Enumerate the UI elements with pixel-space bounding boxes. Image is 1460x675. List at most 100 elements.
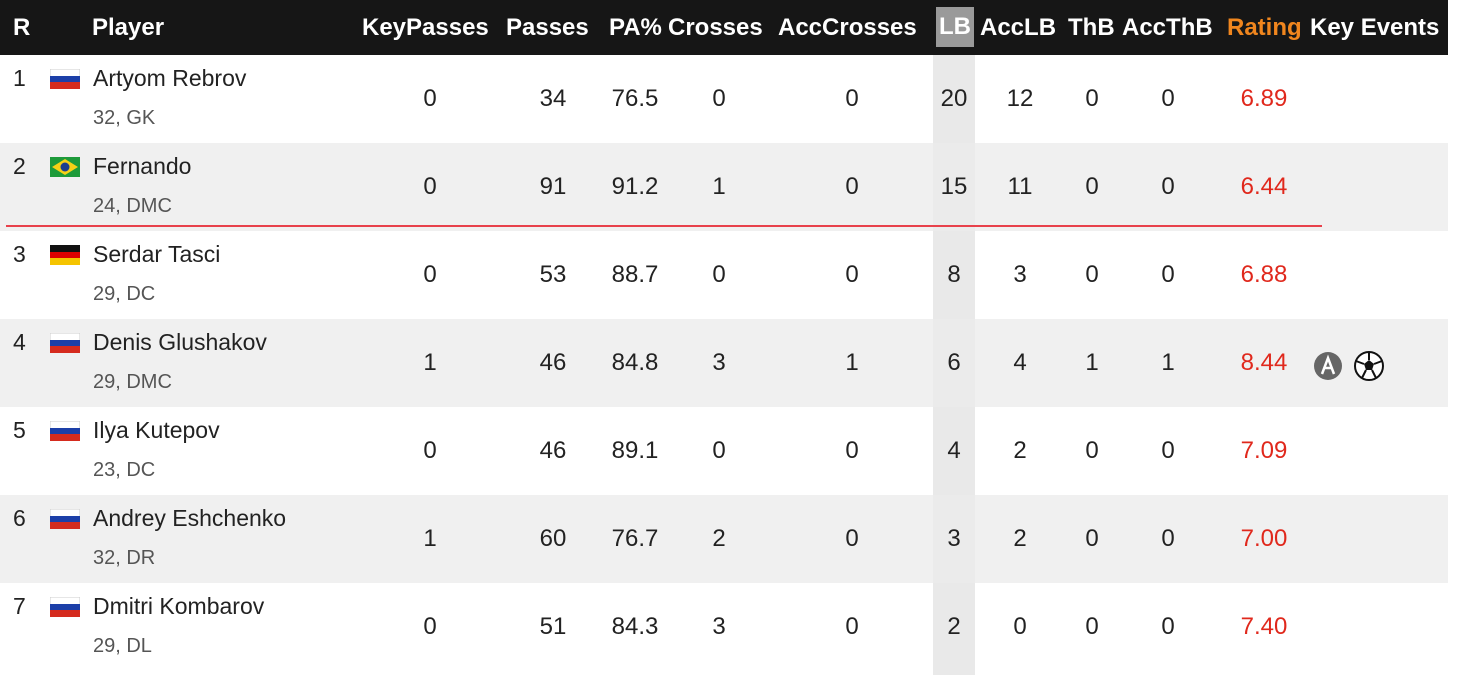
stat-value: 0 (1085, 525, 1099, 552)
rating: 6.44 (1240, 173, 1288, 200)
column-header: Crosses (668, 14, 763, 41)
column-header: Rating (1227, 14, 1302, 41)
table-row: 1 Artyom Rebrov 32, GK 0 34 76.5 0 0 20 12 0 0 6.89 (0, 55, 1448, 143)
stat-value: 0 (845, 613, 859, 640)
stat-value: 91.2 (611, 173, 659, 200)
stat-value: 0 (845, 261, 859, 288)
stat-value: 0 (845, 437, 859, 464)
stat-value: 0 (712, 85, 726, 112)
assist-icon (1314, 352, 1342, 380)
player-name: Artyom Rebrov (93, 65, 247, 91)
stat-value: 76.5 (611, 85, 659, 112)
stat-value: 0 (845, 525, 859, 552)
stat-value: 3 (712, 613, 726, 640)
stat-value: 0 (1085, 173, 1099, 200)
player-name: Dmitri Kombarov (93, 593, 265, 619)
rating: 6.88 (1240, 261, 1288, 288)
column-header: Player (92, 14, 165, 41)
stat-value: 2 (1013, 525, 1027, 552)
rating: 7.00 (1240, 525, 1288, 552)
stat-value: 1 (423, 349, 437, 376)
stat-value: 3 (947, 525, 961, 552)
stat-value: 0 (1085, 85, 1099, 112)
flag-icon (49, 596, 81, 618)
column-header: Key Events (1310, 14, 1440, 41)
column-header: Passes (506, 14, 589, 41)
rank: 2 (13, 153, 26, 179)
player-detail: 29, DL (93, 635, 152, 657)
player-name: Andrey Eshchenko (93, 505, 287, 531)
column-header: AccLB (980, 14, 1057, 41)
rank: 3 (13, 241, 26, 267)
stat-value: 1 (423, 525, 437, 552)
player-detail: 32, GK (93, 107, 156, 129)
stat-value: 46 (539, 349, 567, 376)
stat-value: 84.3 (611, 613, 659, 640)
column-header: R (13, 14, 31, 41)
stat-value: 0 (423, 613, 437, 640)
stat-value: 0 (423, 437, 437, 464)
table-row: 3 Serdar Tasci 29, DC 0 53 88.7 0 0 8 3 0 0 6.88 (0, 231, 1448, 319)
stat-value: 12 (1006, 85, 1034, 112)
stat-value: 2 (947, 613, 961, 640)
stat-value: 3 (712, 349, 726, 376)
rank: 6 (13, 505, 26, 531)
table-row: 4 Denis Glushakov 29, DMC 1 46 84.8 3 1 6 4 1 1 8.44 (0, 319, 1448, 407)
stat-value: 88.7 (611, 261, 659, 288)
stat-value: 0 (1085, 437, 1099, 464)
stat-value: 6 (947, 349, 961, 376)
table-row: 2 Fernando 24, DMC 0 91 91.2 1 0 15 11 0 0 6.44 (0, 143, 1448, 231)
stat-value: 0 (1013, 613, 1027, 640)
player-detail: 23, DC (93, 459, 156, 481)
player-name: Fernando (93, 153, 192, 179)
column-header: LB (936, 7, 974, 47)
stat-value: 2 (712, 525, 726, 552)
stat-value: 0 (845, 85, 859, 112)
key-event-icons (1314, 351, 1384, 381)
stat-value: 0 (1161, 437, 1175, 464)
stat-value: 89.1 (611, 437, 659, 464)
stat-value: 0 (1161, 613, 1175, 640)
rating: 7.40 (1240, 613, 1288, 640)
stat-value: 0 (712, 437, 726, 464)
stat-value: 84.8 (611, 349, 659, 376)
stat-value: 2 (1013, 437, 1027, 464)
player-detail: 29, DC (93, 283, 156, 305)
rank: 4 (13, 329, 26, 355)
stat-value: 91 (539, 173, 567, 200)
flag-icon (49, 420, 81, 442)
rank: 1 (13, 65, 26, 91)
flag-icon (50, 245, 80, 265)
stat-value: 20 (940, 85, 968, 112)
stat-value: 0 (1085, 613, 1099, 640)
stat-value: 46 (539, 437, 567, 464)
rating: 7.09 (1240, 437, 1288, 464)
flag-icon (50, 157, 80, 177)
flag-icon (49, 68, 81, 90)
column-header: KeyPasses (362, 14, 489, 41)
stat-value: 34 (539, 85, 567, 112)
stat-value: 0 (423, 85, 437, 112)
flag-icon (49, 508, 81, 530)
stat-value: 3 (1013, 261, 1027, 288)
player-detail: 24, DMC (93, 195, 172, 217)
stat-value: 76.7 (611, 525, 659, 552)
column-header: AccCrosses (778, 14, 917, 41)
player-name: Serdar Tasci (93, 241, 221, 267)
stat-value: 51 (539, 613, 567, 640)
rating: 8.44 (1240, 349, 1288, 376)
column-header: PA% (609, 14, 662, 41)
stat-value: 15 (940, 173, 968, 200)
rank: 7 (13, 593, 26, 619)
player-detail: 29, DMC (93, 371, 172, 393)
stat-value: 4 (947, 437, 961, 464)
table-header: R Player KeyPasses Passes PA% Crosses AccCross… (0, 0, 1448, 55)
player-name: Ilya Kutepov (93, 417, 220, 443)
table-row: 5 Ilya Kutepov 23, DC 0 46 89.1 0 0 4 2 0 0 7.09 (0, 407, 1448, 495)
table-row: 6 Andrey Eshchenko 32, DR 1 60 76.7 2 0 3 2 0 0 7.00 (0, 495, 1448, 583)
stat-value: 0 (1161, 261, 1175, 288)
stat-value: 60 (539, 525, 567, 552)
stat-value: 0 (1161, 173, 1175, 200)
stat-value: 0 (712, 261, 726, 288)
table-row: 7 Dmitri Kombarov 29, DL 0 51 84.3 3 0 2 0 0 0 7.40 (0, 583, 1448, 671)
